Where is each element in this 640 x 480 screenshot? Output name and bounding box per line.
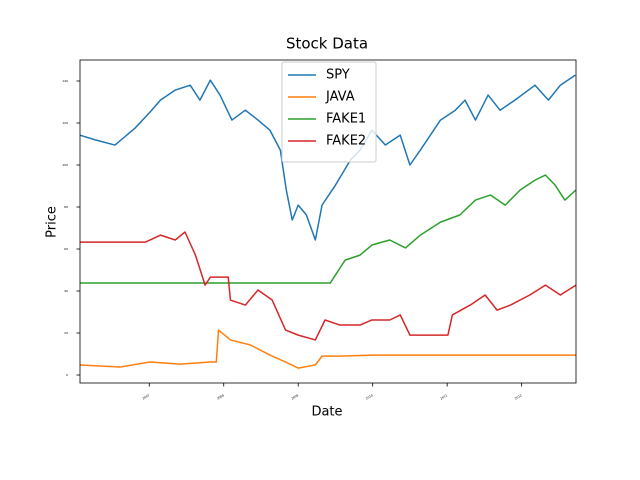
x-tick-label: 2007 [142,393,151,400]
line [79,329,576,369]
legend-label: FAKE2 [326,134,366,149]
y-tick-label: 100 [62,163,68,167]
legend-label: FAKE1 [326,112,366,127]
y-tick-label: 0 [66,373,68,377]
x-tick-label: 2009 [291,393,300,400]
line [79,74,576,241]
y-tick-label: 80 [64,205,68,209]
x-axis-label: Date [311,405,342,420]
y-tick-label: 60 [64,247,68,251]
plot-area [79,74,577,369]
legend-box [281,61,377,163]
line [80,231,577,341]
x-tick-label: 2010 [365,393,374,400]
y-tick-label: 40 [64,289,68,293]
y-axis-label: Price [45,206,60,238]
line [80,174,577,284]
axes-frame [79,59,577,384]
y-tick-label: 20 [64,331,68,335]
chart-title: Stock Data [286,35,368,53]
y-tick-label: 140 [62,79,68,83]
y-tick-label: 120 [62,121,68,125]
x-tick-label: 2008 [216,393,225,400]
x-tick-label: 2011 [440,393,449,400]
legend-label: SPY [326,68,350,83]
legend-label: JAVA [325,90,355,105]
x-tick-label: 2012 [514,393,523,400]
